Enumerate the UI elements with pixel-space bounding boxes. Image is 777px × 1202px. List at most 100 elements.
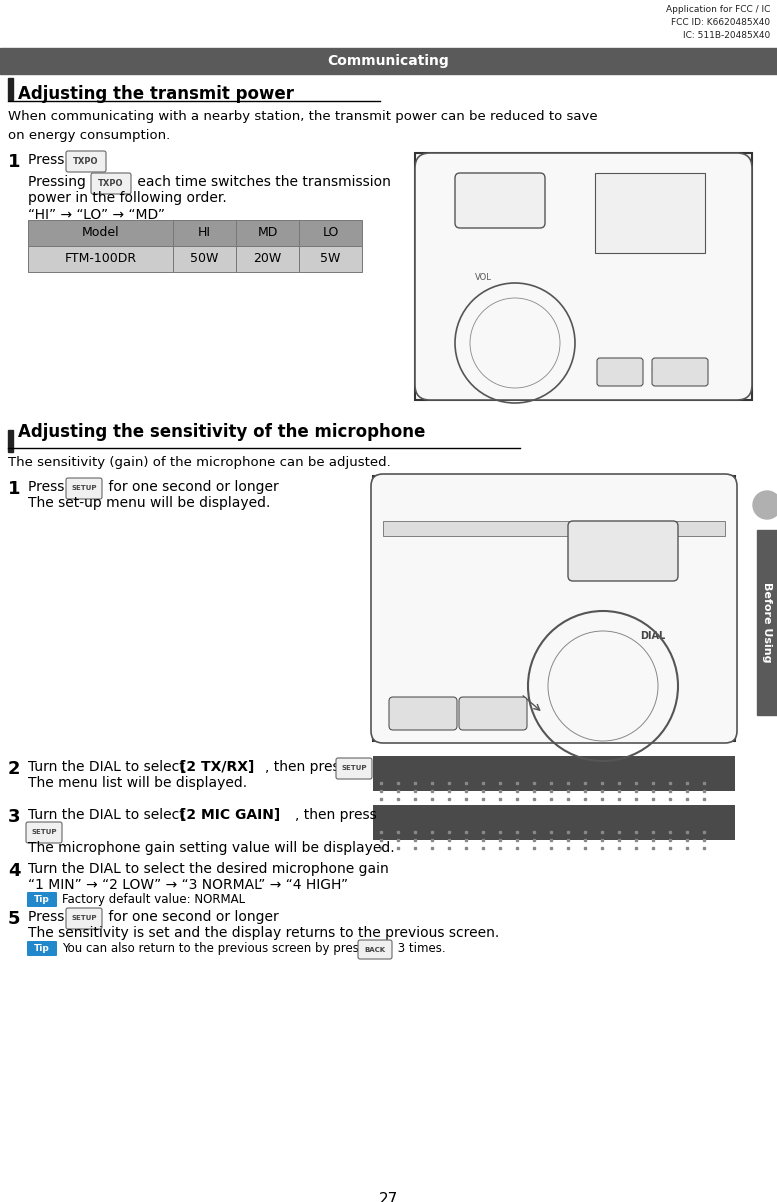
Text: [2 MIC GAIN]: [2 MIC GAIN] — [180, 808, 280, 822]
Text: power in the following order.: power in the following order. — [28, 191, 227, 206]
Text: Pressing: Pressing — [28, 175, 90, 189]
Text: A/B: A/B — [614, 369, 626, 375]
FancyBboxPatch shape — [459, 697, 527, 730]
Bar — [757, 530, 777, 715]
Bar — [236, 246, 299, 272]
Bar — [383, 520, 725, 536]
Text: BACK: BACK — [364, 946, 385, 952]
Text: 20W: 20W — [253, 252, 281, 266]
Text: Adjusting the sensitivity of the microphone: Adjusting the sensitivity of the microph… — [18, 423, 425, 441]
Text: each time switches the transmission: each time switches the transmission — [133, 175, 391, 189]
Text: SETUP: SETUP — [71, 916, 97, 922]
Bar — [0, 48, 777, 75]
Text: The set-up menu will be displayed.: The set-up menu will be displayed. — [28, 496, 270, 510]
Text: 5: 5 — [8, 910, 20, 928]
Bar — [373, 805, 735, 840]
Bar — [415, 153, 752, 400]
Text: When communicating with a nearby station, the transmit power can be reduced to s: When communicating with a nearby station… — [8, 111, 598, 142]
Text: “HI” → “LO” → “MD”: “HI” → “LO” → “MD” — [28, 208, 165, 222]
Text: , then press: , then press — [265, 760, 351, 774]
Text: 27: 27 — [378, 1192, 398, 1202]
Text: SETUP: SETUP — [31, 829, 57, 835]
FancyBboxPatch shape — [568, 520, 678, 581]
Text: 5W: 5W — [320, 252, 340, 266]
Text: LO: LO — [322, 226, 339, 239]
Bar — [173, 246, 236, 272]
Text: 4: 4 — [8, 862, 20, 880]
Text: DIAL: DIAL — [640, 631, 666, 641]
Bar — [28, 246, 173, 272]
Text: IC: 511B-20485X40: IC: 511B-20485X40 — [683, 31, 770, 40]
Text: Press: Press — [28, 910, 68, 924]
FancyBboxPatch shape — [27, 941, 57, 956]
Text: Communicating: Communicating — [327, 54, 449, 69]
Text: Application for FCC / IC: Application for FCC / IC — [666, 5, 770, 14]
Text: Turn the DIAL to select: Turn the DIAL to select — [28, 760, 189, 774]
Text: for one second or longer: for one second or longer — [104, 480, 279, 494]
Text: FTM-100DR: FTM-100DR — [64, 252, 137, 266]
Text: TXPO: TXPO — [98, 179, 124, 188]
Text: Model: Model — [82, 226, 120, 239]
Text: 1: 1 — [8, 480, 20, 498]
Circle shape — [753, 490, 777, 519]
Text: 3 times.: 3 times. — [394, 942, 446, 956]
Text: MD: MD — [257, 226, 277, 239]
Text: Adjusting the transmit power: Adjusting the transmit power — [18, 85, 294, 103]
Bar — [8, 430, 13, 452]
Text: The sensitivity (gain) of the microphone can be adjusted.: The sensitivity (gain) of the microphone… — [8, 456, 391, 469]
FancyBboxPatch shape — [371, 474, 737, 743]
Text: Turn the DIAL to select the desired microphone gain: Turn the DIAL to select the desired micr… — [28, 862, 388, 876]
Bar — [373, 756, 735, 791]
Text: FCC ID: K6620485X40: FCC ID: K6620485X40 — [671, 18, 770, 26]
Text: Tip: Tip — [34, 895, 50, 904]
Bar — [173, 220, 236, 246]
Text: 50W: 50W — [190, 252, 218, 266]
Text: BACK: BACK — [413, 710, 432, 716]
Text: “1 MIN” → “2 LOW” → “3 NORMAL” → “4 HIGH”: “1 MIN” → “2 LOW” → “3 NORMAL” → “4 HIGH… — [28, 877, 348, 892]
FancyBboxPatch shape — [66, 478, 102, 499]
Text: Turn the DIAL to select: Turn the DIAL to select — [28, 808, 189, 822]
Text: Press: Press — [28, 480, 68, 494]
Text: TXPO: TXPO — [73, 157, 99, 166]
FancyBboxPatch shape — [415, 153, 752, 400]
Text: Before Using: Before Using — [762, 582, 772, 662]
Bar — [8, 78, 13, 100]
FancyBboxPatch shape — [358, 940, 392, 959]
Text: HI: HI — [198, 226, 211, 239]
FancyBboxPatch shape — [91, 173, 131, 194]
Bar — [595, 173, 705, 252]
Text: You can also return to the previous screen by pressing: You can also return to the previous scre… — [62, 942, 383, 956]
Text: , then press: , then press — [295, 808, 377, 822]
Text: Tip: Tip — [34, 944, 50, 953]
Text: 1: 1 — [8, 153, 20, 171]
Text: SETUP: SETUP — [71, 486, 97, 492]
FancyBboxPatch shape — [26, 822, 62, 843]
Text: TXPO: TXPO — [668, 368, 692, 376]
Text: SETUP: SETUP — [341, 766, 367, 772]
Text: Press: Press — [28, 153, 68, 167]
FancyBboxPatch shape — [455, 173, 545, 228]
FancyBboxPatch shape — [27, 892, 57, 908]
Bar — [236, 220, 299, 246]
Text: SETUP: SETUP — [482, 710, 504, 716]
Text: [2 TX/RX]: [2 TX/RX] — [180, 760, 254, 774]
FancyBboxPatch shape — [66, 151, 106, 172]
Bar — [373, 476, 735, 740]
Text: The sensitivity is set and the display returns to the previous screen.: The sensitivity is set and the display r… — [28, 926, 500, 940]
Text: VOL: VOL — [475, 273, 492, 282]
Bar — [299, 246, 362, 272]
FancyBboxPatch shape — [389, 697, 457, 730]
Text: Factory default value: NORMAL: Factory default value: NORMAL — [62, 893, 245, 906]
Text: The menu list will be displayed.: The menu list will be displayed. — [28, 776, 247, 790]
Text: 2: 2 — [8, 760, 20, 778]
Text: BAND
MHz: BAND MHz — [612, 541, 634, 560]
Bar — [299, 220, 362, 246]
Text: LOCK: LOCK — [490, 196, 510, 206]
Text: The microphone gain setting value will be displayed.: The microphone gain setting value will b… — [28, 841, 395, 855]
Bar — [28, 220, 173, 246]
FancyBboxPatch shape — [597, 358, 643, 386]
FancyBboxPatch shape — [336, 758, 372, 779]
FancyBboxPatch shape — [66, 908, 102, 929]
FancyBboxPatch shape — [652, 358, 708, 386]
Text: for one second or longer: for one second or longer — [104, 910, 279, 924]
